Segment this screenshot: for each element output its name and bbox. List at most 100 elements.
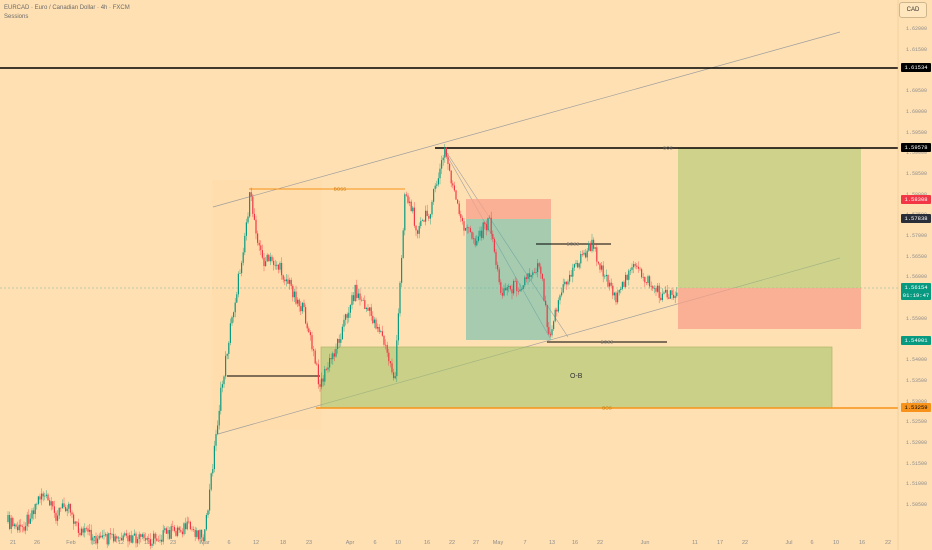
candle-body	[186, 521, 188, 530]
candle-body	[196, 530, 198, 537]
candle-body	[420, 220, 422, 226]
candle-body	[357, 293, 359, 298]
candle-body	[340, 339, 342, 343]
candle-body	[529, 273, 531, 277]
candle-body	[18, 524, 20, 531]
candle-body	[586, 250, 588, 258]
candle-body	[332, 353, 334, 360]
candle-body	[282, 275, 284, 280]
candle-body	[111, 534, 113, 535]
candle-body	[375, 319, 377, 329]
candle-body	[60, 507, 62, 509]
candle-body	[457, 199, 459, 204]
candle-body	[201, 529, 203, 538]
time-tick-label: 18	[279, 540, 287, 546]
candle-body	[300, 306, 302, 312]
candle-body	[642, 277, 644, 278]
candle-body	[673, 294, 675, 299]
candle-body	[601, 265, 603, 270]
candle-body	[226, 353, 228, 356]
candle-body	[657, 285, 659, 292]
candle-body	[290, 279, 292, 286]
candle-body	[561, 292, 563, 296]
candle-body	[449, 163, 451, 171]
candle-body	[172, 526, 174, 527]
candle-body	[306, 323, 308, 329]
candle-body	[119, 537, 121, 539]
candle-body	[452, 183, 454, 186]
candle-body	[84, 528, 86, 533]
candle-body	[301, 302, 303, 312]
candle-body	[356, 284, 358, 298]
price-tick-label: 1.58000	[906, 192, 927, 198]
time-tick-label: 6	[810, 540, 814, 546]
candle-body	[125, 533, 127, 536]
candle-body	[71, 512, 73, 515]
candle-body	[266, 254, 268, 262]
time-tick-label: 22	[741, 540, 749, 546]
candle-body	[434, 185, 436, 189]
candle-body	[498, 269, 500, 283]
candle-body	[175, 530, 177, 536]
candle-body	[114, 536, 116, 542]
candle-body	[105, 534, 107, 536]
price-tick-label: 1.56500	[906, 253, 928, 260]
candle-body	[212, 469, 214, 474]
candle-body	[53, 506, 55, 513]
candle-body	[252, 196, 254, 214]
candle-body	[76, 521, 78, 523]
candle-body	[668, 297, 670, 299]
candle-body	[82, 528, 84, 533]
candle-body	[671, 290, 673, 295]
candle-body	[477, 236, 479, 241]
candle-body	[620, 288, 622, 291]
candle-body	[225, 355, 227, 377]
candle-body	[109, 533, 111, 535]
symbol-title[interactable]: EURCAD · Euro / Canadian Dollar · 4h · F…	[4, 5, 130, 11]
candle-body	[399, 282, 401, 314]
candle-body	[650, 286, 652, 287]
candle-body	[308, 328, 310, 333]
candle-body	[623, 281, 625, 287]
candle-body	[37, 496, 39, 504]
candle-body	[617, 292, 619, 303]
candle-body	[149, 539, 151, 546]
price-tick-label: 1.52000	[906, 440, 928, 446]
candle-body	[354, 284, 356, 302]
candle-body	[153, 533, 155, 544]
currency-button[interactable]: CAD	[899, 2, 927, 18]
candle-body	[244, 235, 246, 253]
candle-body	[661, 293, 663, 300]
candle-body	[612, 285, 614, 296]
candle-body	[361, 299, 363, 301]
candle-body	[327, 367, 329, 370]
candle-body	[455, 190, 457, 200]
candle-body	[581, 253, 583, 255]
candle-body	[413, 207, 415, 226]
candle-body	[329, 358, 331, 368]
candle-body	[58, 507, 60, 516]
candle-body	[143, 534, 145, 539]
candle-body	[388, 352, 390, 362]
candle-body	[289, 279, 291, 284]
time-tick-label: 6	[92, 540, 96, 546]
boss-mid-label: BOSS	[566, 241, 580, 247]
candle-body	[605, 274, 607, 277]
candle-body	[89, 529, 91, 532]
candle-body	[562, 284, 564, 293]
price-label-boss-low: 1.54901	[901, 336, 931, 345]
candle-body	[338, 338, 340, 343]
time-tick-label: 23	[169, 540, 177, 546]
candle-body	[652, 286, 654, 289]
candle-body	[476, 240, 478, 246]
candle-body	[279, 262, 281, 270]
candle-body	[247, 216, 249, 223]
indicator-label[interactable]: Sessions	[4, 14, 29, 20]
candle-body	[559, 295, 561, 301]
candle-body	[431, 201, 433, 215]
candle-body	[77, 522, 79, 533]
candle-body	[274, 264, 276, 266]
candle-body	[130, 535, 132, 543]
